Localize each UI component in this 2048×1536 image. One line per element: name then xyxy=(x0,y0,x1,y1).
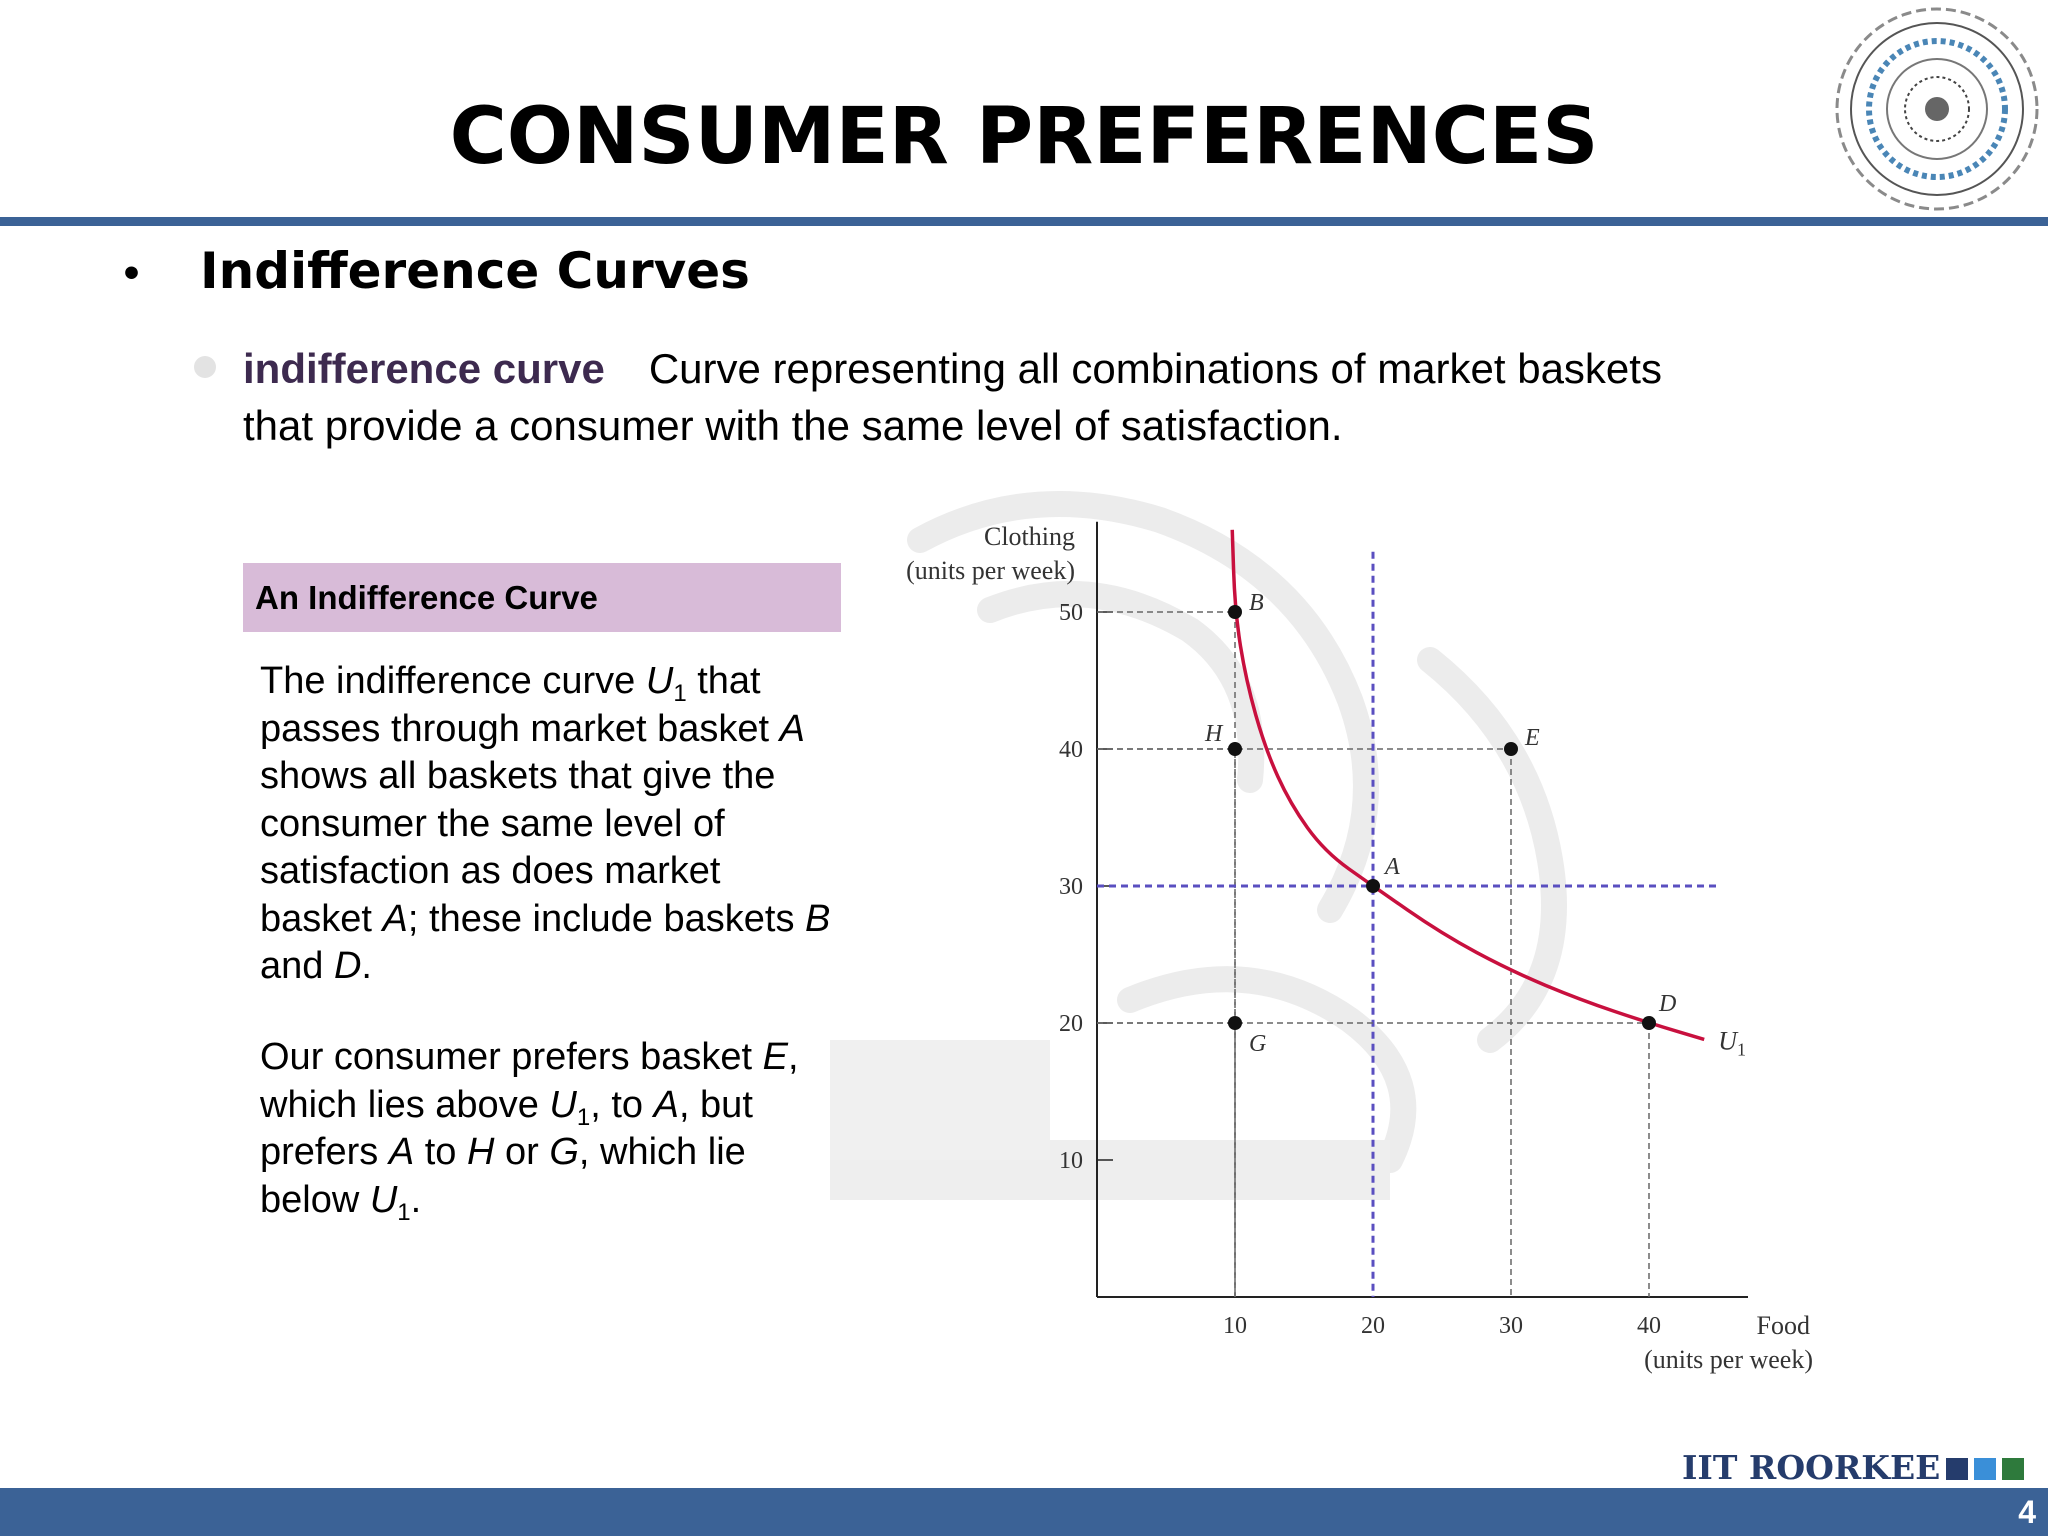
brand-square-icon-1 xyxy=(1946,1458,1969,1480)
point-E xyxy=(1504,742,1518,756)
p2-h: H xyxy=(467,1131,495,1173)
x-tick-label-30: 30 xyxy=(1499,1313,1523,1339)
p1-d: D xyxy=(333,945,362,987)
p1-text-6: . xyxy=(361,945,372,987)
box-header: An Indifference Curve xyxy=(243,563,841,632)
slide-title: CONSUMER PREFERENCES xyxy=(449,92,1599,182)
point-label-B: B xyxy=(1249,590,1264,616)
p2-text-8: . xyxy=(410,1178,422,1221)
p2-e: E xyxy=(762,1036,789,1078)
x-axis-label-line1: Food xyxy=(1757,1311,1810,1340)
x-axis-label-line2: (units per week) xyxy=(1644,1345,1813,1374)
x-tick-label-10: 10 xyxy=(1223,1313,1247,1339)
y-tick-label-20: 20 xyxy=(1059,1011,1083,1037)
explanation-paragraph-2: Our consumer prefers basket E, which lie… xyxy=(260,1034,840,1224)
definition-body: Curve representing all combinations of m… xyxy=(243,345,1662,449)
p1-u-sub: 1 xyxy=(673,680,687,707)
page-number: 4 xyxy=(2018,1494,2036,1530)
bullet-dot-icon: • xyxy=(120,253,144,295)
p2-text-4: , but prefers xyxy=(260,1083,753,1174)
p1-text-1: The indifference curve xyxy=(260,660,646,702)
y-tick-label-40: 40 xyxy=(1059,737,1083,763)
p2-text-1: Our consumer prefers basket xyxy=(260,1036,763,1078)
box-title: An Indifference Curve xyxy=(255,579,598,616)
point-A xyxy=(1366,879,1380,893)
indifference-curve-chart: 10 20 30 40 50 10 20 30 40 Clothing (units per wee… xyxy=(906,521,1813,1374)
point-label-D: D xyxy=(1658,991,1676,1017)
title-divider xyxy=(0,217,2048,226)
y-axis-label-line2: (units per week) xyxy=(906,556,1075,585)
sub-bullet-dot-icon xyxy=(194,356,216,378)
p1-a2: A xyxy=(382,897,408,940)
p2-text-5: to xyxy=(414,1131,467,1173)
p2-a2: A xyxy=(388,1131,415,1173)
p1-u: U xyxy=(645,660,674,702)
y-axis-label-line1: Clothing xyxy=(984,522,1075,551)
p2-g: G xyxy=(549,1131,579,1173)
point-D xyxy=(1642,1016,1656,1030)
brand-footer: IIT ROORKEE xyxy=(1682,1446,2025,1490)
p1-text-3: shows all baskets that give the consumer… xyxy=(260,755,776,940)
brand-text: IIT ROORKEE xyxy=(1682,1448,1941,1487)
x-tick-label-40: 40 xyxy=(1637,1313,1661,1339)
y-tick-label-50: 50 xyxy=(1059,600,1083,626)
point-H xyxy=(1228,742,1242,756)
p2-u: U xyxy=(549,1083,577,1126)
brand-square-icon-2 xyxy=(1974,1458,1997,1480)
p2-u-sub: 1 xyxy=(576,1103,591,1131)
point-label-E: E xyxy=(1524,725,1540,751)
definition-term: indifference curve xyxy=(243,345,605,392)
p2-a: A xyxy=(653,1083,679,1126)
brand-square-icon-3 xyxy=(2002,1458,2025,1480)
p2-u2: U xyxy=(369,1178,398,1221)
y-tick-label-30: 30 xyxy=(1059,874,1083,900)
point-B xyxy=(1228,605,1242,619)
x-tick-label-20: 20 xyxy=(1361,1313,1385,1339)
institute-seal-logo xyxy=(1835,7,2039,211)
lion-watermark xyxy=(830,491,1567,1200)
p2-text-3: , to xyxy=(590,1083,654,1126)
p2-text-2: , which lies above xyxy=(260,1036,799,1126)
point-label-A: A xyxy=(1383,854,1400,880)
heading-text: Indifference Curves xyxy=(200,242,750,300)
p1-text-2: that passes through market basket xyxy=(260,660,780,750)
definition-text: indifference curve Curve representing all… xyxy=(243,340,1693,454)
point-label-G: G xyxy=(1249,1031,1266,1057)
footer-bar: 4 xyxy=(0,1488,2048,1536)
p1-text-4: ; these include baskets xyxy=(407,897,806,940)
indifference-curve-u1 xyxy=(1230,529,1705,1042)
p1-a: A xyxy=(779,707,805,750)
point-G xyxy=(1228,1016,1242,1030)
curve-label-u1: U1 xyxy=(1718,1026,1746,1059)
p1-b: B xyxy=(805,897,831,940)
p2-text-7: , which lie below xyxy=(260,1131,746,1221)
p2-u2-sub: 1 xyxy=(397,1198,411,1226)
y-tick-label-10: 10 xyxy=(1059,1148,1083,1174)
p2-text-6: or xyxy=(494,1131,550,1173)
p1-text-5: and xyxy=(260,945,334,987)
point-label-H: H xyxy=(1204,721,1224,747)
explanation-paragraph-1: The indifference curve U1 that passes th… xyxy=(260,658,840,991)
bullet-heading: • Indifference Curves xyxy=(120,238,750,308)
